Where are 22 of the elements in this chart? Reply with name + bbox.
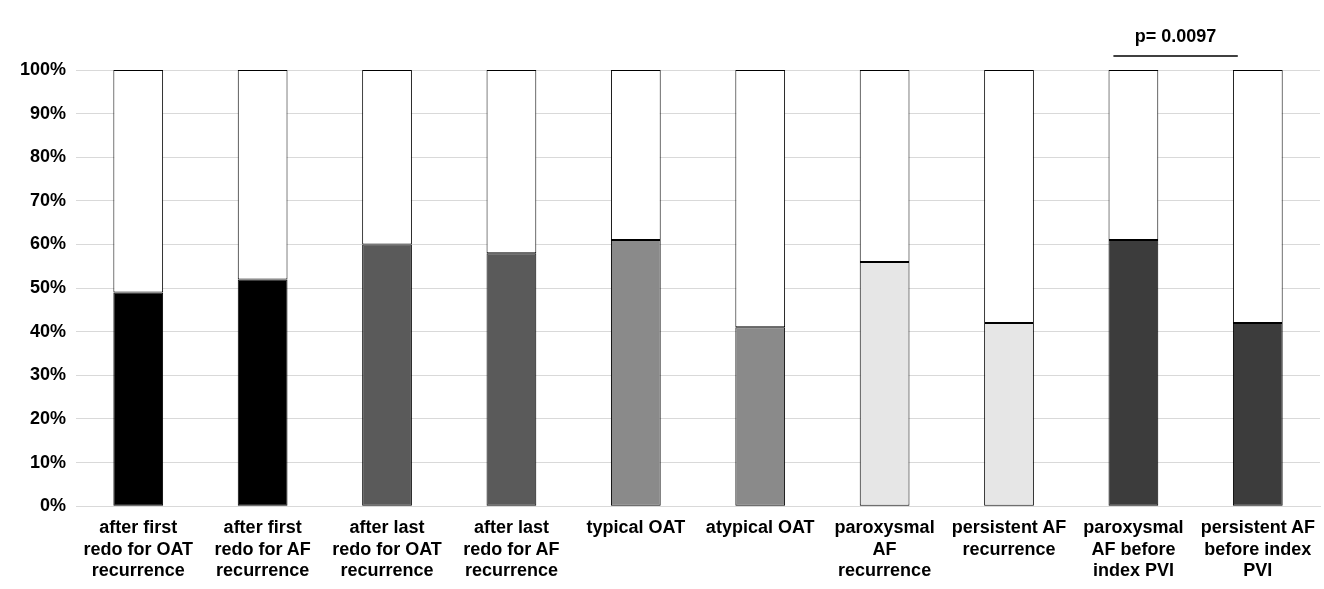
y-tick-label: 70%: [30, 189, 67, 210]
x-tick-label: paroxysmal AF recurrence: [834, 516, 935, 581]
y-tick-label: 90%: [30, 102, 67, 123]
y-tick-label: 10%: [30, 451, 67, 472]
y-tick-label: 30%: [30, 364, 67, 385]
x-tick-label: persistent AF before index PVI: [1200, 516, 1315, 581]
x-tick-label: atypical OAT: [705, 516, 815, 537]
y-tick-label: 20%: [30, 407, 67, 428]
text: p= 0.0097: [1134, 25, 1217, 46]
x-tick-label: after first redo for OAT recurrence: [83, 516, 194, 581]
x-tick-label: persistent AF recurrence: [951, 516, 1067, 559]
y-tick-label: 80%: [30, 146, 67, 167]
y-tick-label: 50%: [30, 277, 67, 298]
x-tick-label: after last redo for AF recurrence: [463, 516, 560, 581]
x-tick-label: after last redo for OAT recurrence: [332, 516, 442, 581]
x-tick-label: paroxysmal AF before index PVI: [1083, 516, 1184, 581]
y-tick-label: 0%: [40, 495, 67, 516]
y-tick-label: 40%: [30, 320, 67, 341]
x-tick-label: typical OAT: [586, 516, 686, 537]
x-tick-label: after first redo for AF recurrence: [214, 516, 311, 581]
y-tick-label: 100%: [19, 58, 67, 79]
y-tick-label: 60%: [30, 233, 67, 254]
